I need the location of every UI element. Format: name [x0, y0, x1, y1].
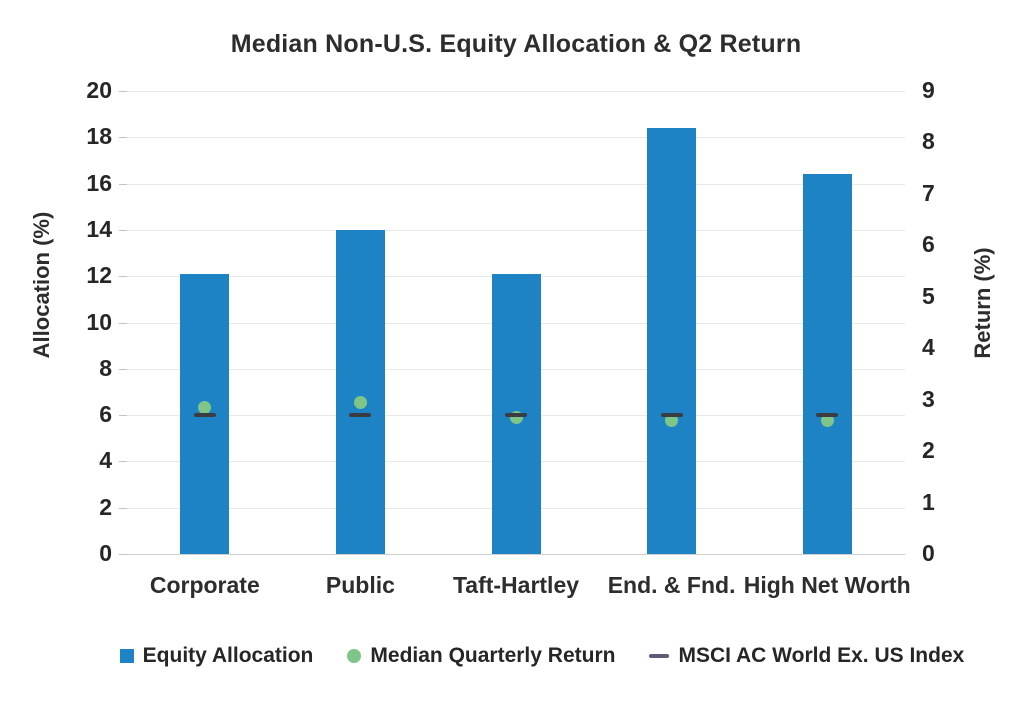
equity-allocation-bar: [802, 174, 852, 554]
right-axis-tick-label: 8: [922, 128, 935, 155]
gridline: [127, 91, 905, 92]
chart-title: Median Non-U.S. Equity Allocation & Q2 R…: [230, 30, 802, 58]
left-axis-tick-mark: [119, 229, 127, 231]
legend-item-msci-index: MSCI AC World Ex. US Index: [649, 644, 964, 668]
msci-index-dash-marker: [505, 413, 527, 418]
right-axis-tick-label: 7: [922, 179, 935, 206]
plot-area: [127, 91, 905, 555]
left-axis-tick-mark: [119, 183, 127, 185]
left-axis-tick-label: 2: [99, 493, 112, 520]
left-axis-tick-mark: [119, 507, 127, 509]
left-axis-tick-label: 20: [86, 77, 112, 103]
gridline: [127, 137, 905, 139]
left-axis-tick-mark: [119, 415, 127, 417]
left-axis-tick-mark: [119, 554, 127, 555]
legend-label-msci-index: MSCI AC World Ex. US Index: [678, 644, 965, 667]
left-axis-tick-label: 8: [99, 354, 112, 381]
legend-item-equity-allocation: Equity Allocation: [119, 644, 314, 668]
legend: Equity Allocation Median Quarterly Retur…: [0, 644, 1024, 668]
median-return-dot-marker: [198, 400, 212, 414]
left-axis-tick-label: 14: [86, 215, 112, 242]
category-label: Public: [325, 572, 395, 598]
left-axis-tick-mark: [119, 322, 127, 324]
right-axis-tick-label: 1: [922, 488, 935, 515]
gridline: [127, 554, 905, 555]
left-axis-tick-mark: [119, 137, 127, 139]
right-axis-tick-label: 5: [922, 282, 935, 309]
msci-index-dash-marker: [193, 413, 216, 418]
legend-item-median-quarterly-return: Median Quarterly Return: [347, 644, 615, 668]
left-axis-tick-mark: [119, 276, 127, 278]
left-axis-tick-label: 16: [86, 169, 112, 196]
right-axis-tick-label: 4: [922, 334, 935, 361]
left-axis-tick-label: 12: [86, 262, 112, 289]
left-axis-tick-label: 4: [99, 447, 112, 474]
left-axis-tick-mark: [119, 91, 127, 92]
equity-allocation-bar: [647, 128, 697, 554]
category-label: Taft-Hartley: [452, 572, 580, 598]
dash-series-swatch-icon: [649, 654, 670, 658]
category-label: Corporate: [149, 572, 260, 598]
left-axis-tick-label: 18: [86, 123, 112, 150]
median-return-dot-marker: [353, 395, 367, 409]
left-axis-tick-label: 0: [99, 540, 112, 566]
msci-index-dash-marker: [816, 413, 839, 418]
right-axis-tick-label: 0: [922, 540, 935, 566]
right-axis-tick-label: 2: [922, 437, 935, 464]
dot-series-swatch-icon: [347, 649, 362, 663]
right-axis-tick-label: 9: [922, 77, 935, 103]
gridline: [127, 183, 905, 185]
category-label: High Net Worth: [743, 572, 911, 598]
legend-label-equity-allocation: Equity Allocation: [142, 644, 314, 667]
left-axis-tick-mark: [119, 368, 127, 370]
left-axis-tick-label: 6: [99, 401, 112, 428]
legend-label-median-quarterly-return: Median Quarterly Return: [370, 644, 616, 667]
right-axis-tick-label: 6: [922, 231, 935, 258]
gridline: [127, 229, 905, 231]
equity-allocation-bar: [335, 229, 385, 554]
right-axis-tick-label: 3: [922, 385, 935, 412]
category-label: End. & Fnd.: [607, 572, 736, 598]
left-axis-tick-label: 10: [86, 308, 112, 335]
msci-index-dash-marker: [660, 413, 683, 418]
left-axis-tick-mark: [119, 461, 127, 463]
bar-series-swatch-icon: [119, 649, 134, 663]
msci-index-dash-marker: [349, 413, 372, 418]
